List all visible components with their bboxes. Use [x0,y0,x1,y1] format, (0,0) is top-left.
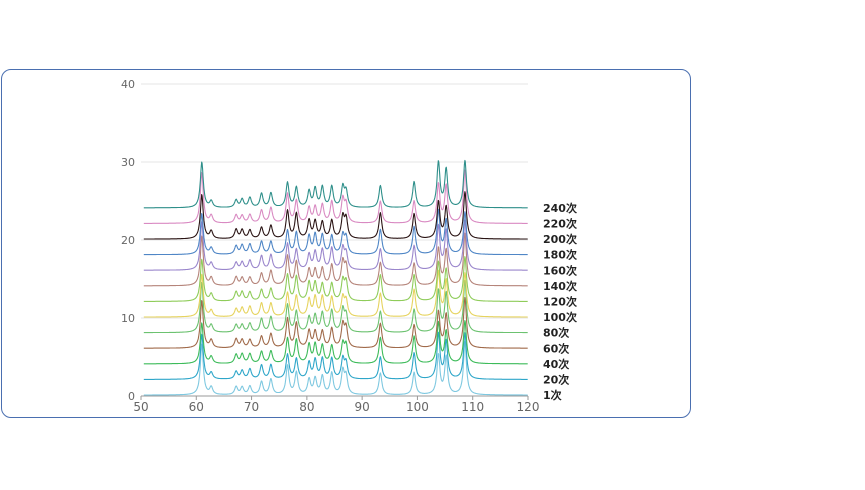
series-line [143,191,528,240]
series-line [143,320,528,365]
series-label: 220次 [543,216,577,230]
series-label: 160次 [543,263,577,277]
series-line [143,256,528,302]
series-line [143,296,528,349]
series-label: 80次 [543,326,569,340]
x-tick-label: 60 [189,400,204,414]
series-line [143,219,528,271]
series-line [143,331,528,380]
y-tick-label: 30 [121,156,135,169]
series-line [143,232,528,287]
series-line [143,341,528,396]
y-tick-label: 20 [121,234,135,247]
x-tick-label: 70 [244,400,259,414]
series-label: 60次 [543,341,569,355]
series-line [143,269,528,318]
series-label: 120次 [543,294,577,308]
x-tick-label: 90 [355,400,370,414]
series-label: 100次 [543,310,577,324]
series-label: 1次 [543,388,562,402]
chart-card: 0 10 20 30 40 50 60 70 80 90 100 110 120 1次 20次 40次 60次 8… [1,69,691,418]
series-line [143,169,528,224]
series-label: 40次 [543,357,569,371]
series-line [143,159,528,209]
series-label: 140次 [543,279,577,293]
x-tick-label: 80 [299,400,314,414]
x-tick-label: 120 [517,400,540,414]
series-label: 180次 [543,248,577,262]
series-line [143,279,528,334]
series-line [143,208,528,256]
series-label: 20次 [543,372,569,386]
series-label: 200次 [543,232,577,246]
y-tick-label: 40 [121,78,135,91]
series-label: 240次 [543,201,577,215]
y-tick-label: 10 [121,312,135,325]
x-tick-label: 50 [133,400,148,414]
x-tick-label: 110 [461,400,484,414]
x-tick-label: 100 [406,400,429,414]
y-tick-label: 0 [128,390,135,403]
